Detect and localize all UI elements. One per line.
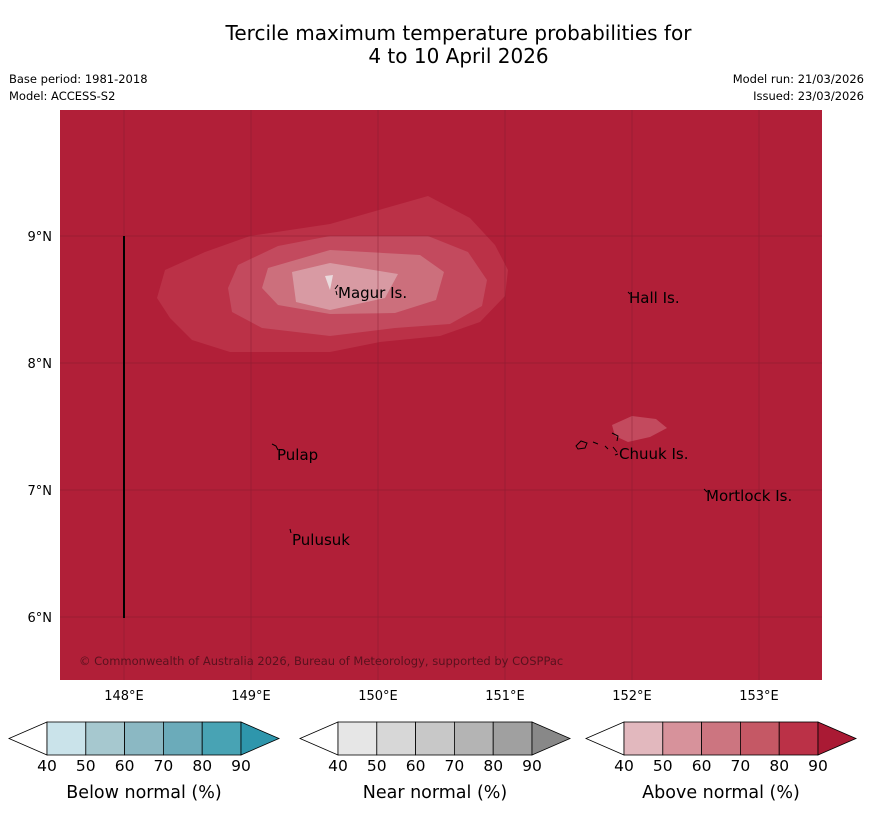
legend-swatch <box>376 721 416 756</box>
legend-tick-label: 60 <box>115 757 135 775</box>
model-name: Model: ACCESS-S2 <box>9 89 116 103</box>
title-line-1: Tercile maximum temperature probabilitie… <box>225 21 692 45</box>
place-label-pulap: Pulap <box>277 446 318 464</box>
legend-near-normal: 40 50 60 70 80 90 Near normal (%) <box>298 721 572 803</box>
place-label-mortlock: Mortlock Is. <box>706 487 792 505</box>
legend-swatch <box>740 721 780 756</box>
legend-tick-label: 40 <box>37 757 57 775</box>
legend-swatch <box>298 721 339 756</box>
chuuk-lagoon-outline <box>575 432 619 456</box>
legend-swatch <box>46 721 87 756</box>
issued-date: Issued: 23/03/2026 <box>753 89 864 103</box>
legend-swatch <box>162 721 203 756</box>
lon-label: 149°E <box>231 689 271 704</box>
legend-tick-label: 50 <box>367 757 387 775</box>
place-label-chuuk: Chuuk Is. <box>619 445 688 463</box>
place-label-pulusuk: Pulusuk <box>292 531 350 549</box>
legend-swatch <box>662 721 702 756</box>
lon-label: 152°E <box>612 689 652 704</box>
legend-swatch <box>337 721 378 756</box>
legend-tick-label: 70 <box>731 757 751 775</box>
legend-tick-label: 90 <box>808 757 828 775</box>
lon-label: 148°E <box>104 689 144 704</box>
legend-swatch <box>124 721 164 756</box>
legend-swatch <box>453 721 494 756</box>
legend-swatch <box>240 721 281 756</box>
legend-tick-label: 90 <box>522 757 542 775</box>
title-line-2: 4 to 10 April 2026 <box>368 44 549 68</box>
contour-40 <box>325 275 333 290</box>
legend-tick-label: 40 <box>614 757 634 775</box>
pulusuk-island-outline <box>289 528 292 534</box>
legend-tick-label: 40 <box>328 757 348 775</box>
lat-label: 8°N <box>28 357 53 372</box>
lon-label: 150°E <box>358 689 398 704</box>
legend-swatch <box>492 721 533 756</box>
meta-left: Base period: 1981-2018 Model: ACCESS-S2 <box>9 71 148 105</box>
lat-label: 7°N <box>28 484 53 499</box>
lon-labels: 148°E 149°E 150°E 151°E 152°E 153°E <box>104 689 779 704</box>
legend-swatch <box>201 721 242 756</box>
lon-label: 153°E <box>739 689 779 704</box>
legend-tick-label: 50 <box>76 757 96 775</box>
legend-tick-label: 60 <box>692 757 712 775</box>
copyright-text: © Commonwealth of Australia 2026, Bureau… <box>79 654 563 668</box>
lat-label: 9°N <box>28 230 53 245</box>
island-outlines <box>271 284 708 534</box>
lat-label: 6°N <box>28 611 53 626</box>
legend-above-normal: 40 50 60 70 80 90 Above normal (%) <box>584 721 858 803</box>
legend-swatch <box>817 721 858 756</box>
place-label-hall: Hall Is. <box>629 289 680 307</box>
magur-island-outline <box>334 284 339 296</box>
legend-title: Below normal (%) <box>66 783 221 803</box>
legend-tick-label: 70 <box>445 757 465 775</box>
legend-swatch <box>778 721 819 756</box>
legend-swatch <box>415 721 455 756</box>
legend-swatch <box>623 721 664 756</box>
contour-chuuk <box>612 416 667 442</box>
legend-tick-label: 60 <box>406 757 426 775</box>
legend-swatch <box>701 721 741 756</box>
legend-title: Above normal (%) <box>642 783 800 803</box>
map-panel <box>60 110 822 680</box>
legend-title: Near normal (%) <box>363 783 508 803</box>
legend-tick-label: 90 <box>231 757 251 775</box>
place-labels: Magur Is. Hall Is. Pulap Chuuk Is. Mortl… <box>277 284 792 549</box>
legend-tick-label: 80 <box>769 757 789 775</box>
lat-labels: 9°N 8°N 7°N 6°N <box>28 230 53 626</box>
legend-swatch <box>7 721 48 756</box>
hall-island-outline <box>627 291 631 295</box>
legends: 40 50 60 70 80 90 Below normal (%) 40 50 60 70 80 90… <box>7 721 858 803</box>
legend-tick-label: 50 <box>653 757 673 775</box>
lon-label: 151°E <box>485 689 525 704</box>
base-period: Base period: 1981-2018 <box>9 72 148 86</box>
mortlock-island-outline <box>703 488 708 493</box>
pulap-island-outline <box>271 443 279 451</box>
model-run: Model run: 21/03/2026 <box>732 72 864 86</box>
place-label-magur: Magur Is. <box>338 284 407 302</box>
legend-tick-label: 70 <box>154 757 174 775</box>
legend-swatch <box>85 721 126 756</box>
legend-below-normal: 40 50 60 70 80 90 Below normal (%) <box>7 721 281 803</box>
legend-tick-label: 80 <box>192 757 212 775</box>
chart-title: Tercile maximum temperature probabilitie… <box>0 22 873 68</box>
meta-right: Model run: 21/03/2026 Issued: 23/03/2026 <box>733 71 864 105</box>
probability-contours <box>157 196 667 442</box>
contour-50 <box>292 263 398 310</box>
legend-tick-label: 80 <box>483 757 503 775</box>
legend-swatch <box>531 721 572 756</box>
legend-swatch <box>584 721 625 756</box>
